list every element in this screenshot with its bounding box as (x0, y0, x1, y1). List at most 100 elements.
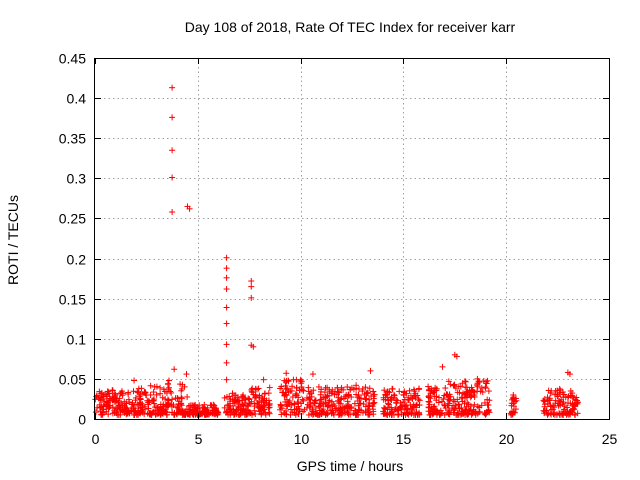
data-point (463, 389, 470, 396)
data-point (92, 396, 99, 403)
data-point (137, 396, 144, 403)
data-point (266, 410, 273, 417)
data-point (464, 391, 471, 398)
data-point (171, 366, 178, 373)
data-point (233, 407, 240, 414)
data-point (223, 304, 230, 311)
data-point (384, 406, 391, 413)
data-point (466, 407, 473, 414)
data-point (171, 411, 178, 418)
grid-lines (95, 58, 609, 419)
data-point (298, 400, 305, 407)
data-point (112, 398, 119, 405)
data-point (442, 385, 449, 392)
data-point (239, 401, 246, 408)
data-point (454, 396, 461, 403)
data-point (285, 378, 292, 385)
data-point (439, 363, 446, 370)
data-point (169, 209, 176, 216)
data-point (442, 402, 449, 409)
data-point (251, 394, 258, 401)
data-point (153, 391, 160, 398)
y-tick-label: 0.3 (67, 171, 87, 187)
data-point (348, 384, 355, 391)
data-point (283, 411, 290, 418)
data-point (453, 353, 460, 360)
data-point (284, 386, 291, 393)
data-point (345, 392, 352, 399)
data-point (226, 393, 233, 400)
data-point (322, 384, 329, 391)
data-point (178, 387, 185, 394)
data-point (184, 393, 191, 400)
data-point (155, 404, 162, 411)
data-point (353, 382, 360, 389)
data-point (472, 411, 479, 418)
data-point (278, 411, 285, 418)
data-point (464, 399, 471, 406)
data-point (557, 389, 564, 396)
data-point (367, 367, 374, 374)
data-point (383, 391, 390, 398)
data-point (315, 411, 322, 418)
x-tick-label: 5 (195, 431, 203, 447)
data-point (485, 408, 492, 415)
data-point (355, 402, 362, 409)
data-point (430, 403, 437, 410)
data-point (293, 406, 300, 413)
data-point (318, 410, 325, 417)
data-point (131, 377, 138, 384)
data-point (164, 381, 171, 388)
data-point (281, 392, 288, 399)
data-point (223, 274, 230, 281)
data-point (109, 387, 116, 394)
data-point (124, 410, 131, 417)
data-point (546, 396, 553, 403)
data-point (409, 406, 416, 413)
data-point (459, 398, 466, 405)
data-point (365, 403, 372, 410)
data-point (254, 386, 261, 393)
data-point (331, 402, 338, 409)
data-point (169, 114, 176, 121)
data-point (283, 370, 290, 377)
data-point (432, 384, 439, 391)
data-point (227, 405, 234, 412)
data-point (135, 385, 142, 392)
data-point (452, 385, 459, 392)
data-point (151, 400, 158, 407)
data-point (223, 254, 230, 261)
data-point (157, 411, 164, 418)
data-point (322, 401, 329, 408)
data-point (343, 403, 350, 410)
data-point (303, 394, 310, 401)
data-point (370, 400, 377, 407)
data-point (175, 401, 182, 408)
data-point (320, 394, 327, 401)
data-point (278, 383, 285, 390)
data-point (389, 385, 396, 392)
data-point (134, 388, 141, 395)
data-point (235, 397, 242, 404)
data-point (130, 388, 137, 395)
data-point (573, 394, 580, 401)
data-point (123, 405, 130, 412)
data-point (248, 283, 255, 290)
data-point (483, 380, 490, 387)
data-point (455, 411, 462, 418)
data-point (381, 387, 388, 394)
data-point (357, 407, 364, 414)
data-point (415, 396, 422, 403)
data-point (125, 396, 132, 403)
data-point (363, 395, 370, 402)
data-point (433, 387, 440, 394)
data-point (403, 402, 410, 409)
data-point (231, 392, 238, 399)
data-point (553, 411, 560, 418)
data-point (145, 397, 152, 404)
data-point (371, 391, 378, 398)
data-point (224, 408, 231, 415)
data-point (446, 408, 453, 415)
data-point (370, 395, 377, 402)
data-point (395, 407, 402, 414)
